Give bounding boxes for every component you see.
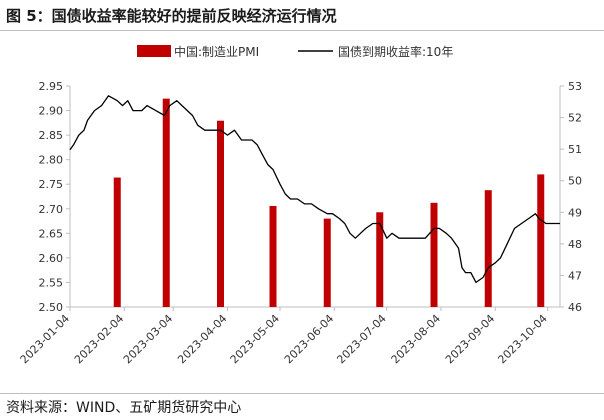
yield-line: [69, 95, 560, 284]
left-tick-label: 2.50: [39, 301, 64, 314]
right-tick-label: 49: [568, 206, 582, 219]
pmi-bar: [323, 218, 331, 307]
left-tick-label: 2.80: [39, 154, 64, 167]
x-tick-label: 2023-02-04: [72, 312, 126, 366]
chart-legend: 中国:制造业PMI 国债到期收益率:10年: [137, 44, 453, 59]
right-tick-label: 53: [568, 80, 582, 93]
source-note: 资料来源：WIND、五矿期货研究中心: [6, 400, 242, 416]
right-tick-label: 51: [568, 143, 582, 156]
title-divider: [0, 30, 604, 31]
pmi-bar: [113, 177, 121, 307]
pmi-bar: [537, 174, 545, 307]
x-tick-label: 2023-10-04: [495, 312, 549, 366]
chart-canvas: 中国:制造业PMI 国债到期收益率:10年 2.502.552.602.652.…: [18, 44, 582, 366]
x-tick-label: 2023-09-04: [443, 312, 497, 366]
left-tick-label: 2.85: [39, 129, 64, 142]
x-tick-label: 2023-06-04: [282, 312, 336, 366]
right-tick-label: 52: [568, 112, 582, 125]
pmi-bar: [217, 120, 224, 307]
right-tick-label: 46: [568, 301, 582, 314]
right-tick-label: 48: [568, 238, 582, 251]
left-tick-label: 2.95: [39, 80, 64, 93]
footer-divider: [0, 393, 604, 394]
x-tick-label: 2023-03-04: [121, 312, 175, 366]
legend-label-pmi: 中国:制造业PMI: [174, 44, 259, 59]
x-tick-label: 2023-08-04: [389, 312, 443, 366]
x-tick-label: 2023-07-04: [334, 312, 388, 366]
pmi-bar: [376, 212, 384, 307]
x-tick-label: 2023-01-04: [18, 312, 72, 366]
legend-label-yield: 国债到期收益率:10年: [338, 44, 453, 59]
left-tick-label: 2.70: [39, 203, 64, 216]
figure-title: 图 5：国债收益率能较好的提前反映经济运行情况: [6, 7, 337, 25]
pmi-bar: [484, 190, 492, 307]
left-tick-label: 2.75: [39, 178, 64, 191]
pmi-bar: [162, 98, 170, 307]
left-tick-label: 2.55: [39, 276, 64, 289]
chart-axes: 2.50 2.55 2.60 2.65 2.70 2.75 2.80 2.85 2.90 2.95…: [18, 80, 582, 366]
x-tick-label: 2023-05-04: [228, 312, 282, 366]
right-tick-label: 50: [568, 175, 582, 188]
left-tick-label: 2.60: [39, 252, 64, 265]
x-tick-label: 2023-04-04: [175, 312, 229, 366]
right-tick-label: 47: [568, 269, 582, 282]
pmi-bar: [269, 205, 277, 307]
left-tick-label: 2.90: [39, 105, 64, 118]
pmi-bars: [113, 98, 545, 307]
legend-swatch-pmi: [137, 45, 171, 57]
pmi-bar: [430, 202, 438, 307]
left-tick-label: 2.65: [39, 227, 64, 240]
yield-line-group: [69, 95, 560, 284]
